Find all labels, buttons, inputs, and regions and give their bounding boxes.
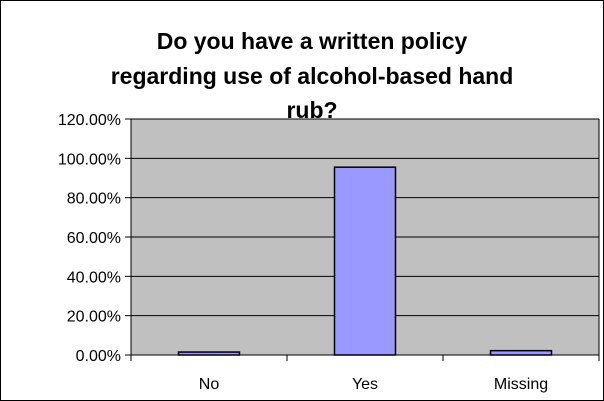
axes [125,118,600,361]
y-tick-label: 100.00% [58,151,121,168]
x-axis-category-labels: No Yes Missing [199,376,548,393]
chart-title-line-1: Do you have a written policy [157,28,468,54]
y-tick-label: 0.00% [76,348,121,365]
y-axis-tick-labels: 0.00% 20.00% 40.00% 60.00% 80.00% 100.00% 120.… [58,112,121,365]
bar-missing [489,349,553,356]
y-tick-label: 120.00% [58,112,121,129]
y-tick-label: 40.00% [67,269,121,286]
chart-title-line-2: regarding use of alcohol-based hand [111,63,514,89]
bar-yes [333,166,397,356]
y-tick-label: 80.00% [67,191,121,208]
x-category-label: Yes [352,376,378,393]
chart-title: Do you have a written policy regarding u… [111,28,514,89]
chart-title-line-3: rub? [286,97,337,123]
x-category-label: Missing [494,376,548,393]
y-tick-label: 20.00% [67,309,121,326]
x-category-label: No [199,376,220,393]
y-tick-label: 60.00% [67,230,121,247]
